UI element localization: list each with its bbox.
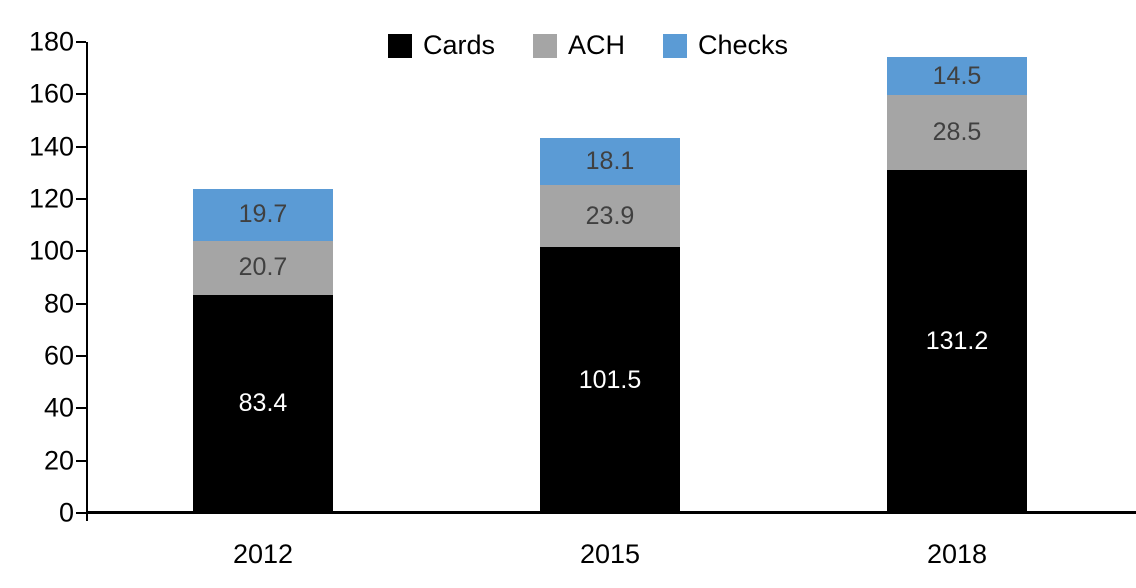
bar-value-label: 28.5 (932, 117, 982, 146)
legend-label: ACH (567, 30, 625, 60)
y-axis-tick (76, 302, 86, 305)
legend-item-checks: Checks (663, 30, 788, 61)
y-axis-tick-label: 100 (28, 235, 74, 266)
y-axis-tick-label: 60 (43, 340, 74, 371)
bar-value-label: 101.5 (578, 365, 642, 394)
bar-segment-ach-2015: 23.9 (540, 184, 680, 248)
legend-swatch-ach (532, 33, 557, 58)
y-axis-tick-label: 180 (28, 26, 74, 57)
y-axis-tick-label: 40 (43, 392, 74, 423)
y-axis-line (86, 42, 88, 521)
bar-value-label: 83.4 (238, 389, 288, 418)
y-axis-tick (76, 512, 86, 514)
bar-value-label: 23.9 (585, 201, 635, 230)
bar-segment-checks-2012: 19.7 (193, 189, 333, 241)
y-axis-tick-label: 140 (28, 131, 74, 162)
legend-swatch-checks (663, 33, 687, 58)
legend-label: Checks (698, 30, 789, 60)
y-axis-tick (76, 355, 86, 357)
y-axis-tick (76, 250, 86, 253)
y-axis-tick-label: 120 (28, 183, 74, 214)
y-axis-tick (76, 198, 86, 200)
y-axis-tick (76, 93, 86, 96)
bar-segment-checks-2015: 18.1 (540, 137, 680, 185)
y-axis-tick (76, 145, 86, 148)
bar-value-label: 20.7 (238, 253, 288, 282)
chart-legend: Cards ACH Checks (88, 30, 1088, 61)
y-axis-tick-label: 80 (43, 288, 74, 319)
bar-segment-cards-2015: 101.5 (540, 247, 680, 513)
bar-value-label: 18.1 (585, 146, 635, 175)
bar-segment-ach-2012: 20.7 (193, 240, 333, 295)
x-axis-category-label: 2015 (579, 539, 641, 569)
bar-value-label: 19.7 (238, 200, 288, 229)
y-axis-tick (76, 459, 86, 462)
x-axis-category-label: 2012 (232, 539, 294, 569)
legend-item-ach: ACH (532, 30, 625, 61)
bar-segment-checks-2018: 14.5 (887, 57, 1027, 96)
y-axis-tick-label: 20 (43, 445, 74, 476)
legend-label: Cards (422, 30, 495, 60)
bar-segment-ach-2018: 28.5 (887, 95, 1027, 170)
bar-segment-cards-2018: 131.2 (887, 169, 1027, 513)
bar-value-label: 14.5 (932, 61, 982, 90)
y-axis-tick (76, 41, 86, 43)
bar-value-label: 131.2 (925, 326, 989, 355)
legend-item-cards: Cards (387, 30, 495, 61)
x-axis-category-label: 2018 (926, 539, 988, 569)
y-axis-tick-label: 160 (28, 78, 74, 109)
y-axis-tick-label: 0 (58, 497, 74, 528)
y-axis-tick (76, 407, 86, 410)
legend-swatch-cards (387, 33, 412, 58)
bar-segment-cards-2012: 83.4 (193, 294, 333, 513)
